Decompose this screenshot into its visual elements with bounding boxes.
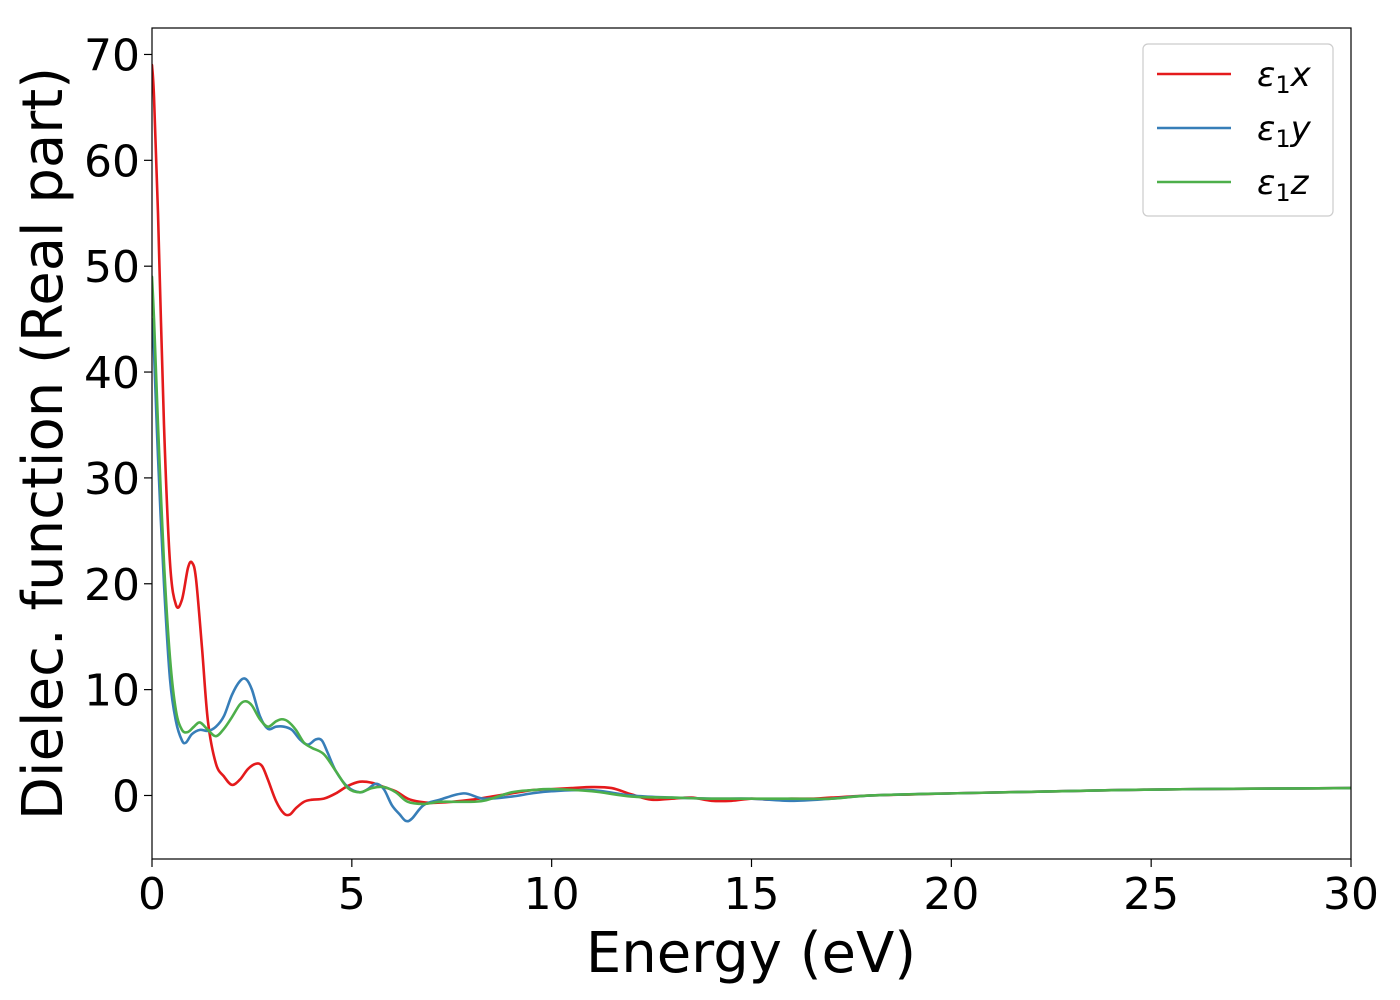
x-axis-label: Energy (eV) <box>586 921 916 986</box>
y-tick-label: 10 <box>84 666 140 717</box>
legend-label-y: ε1y <box>1257 109 1312 153</box>
series-line-z <box>152 275 1351 806</box>
legend-box <box>1142 43 1334 217</box>
y-tick-label: 60 <box>84 136 140 187</box>
x-tick-label: 0 <box>138 869 166 920</box>
y-tick-label: 40 <box>84 348 140 399</box>
x-axis-ticks: 0 5 10 15 20 25 30 <box>138 859 1379 920</box>
y-tick-label: 70 <box>84 30 140 81</box>
y-axis-ticks: 0 10 20 30 40 50 60 70 <box>84 30 152 822</box>
legend: ε1x ε1y ε1z <box>1142 43 1334 217</box>
x-tick-label: 5 <box>338 869 366 920</box>
y-tick-label: 50 <box>84 242 140 293</box>
x-tick-label: 25 <box>1123 869 1179 920</box>
x-tick-label: 30 <box>1323 869 1379 920</box>
y-axis-label: Dielec. function (Real part) <box>11 67 76 820</box>
series-layer <box>152 63 1351 823</box>
y-tick-label: 0 <box>112 771 140 822</box>
x-tick-label: 10 <box>524 869 580 920</box>
x-tick-label: 15 <box>724 869 780 920</box>
y-tick-label: 30 <box>84 454 140 505</box>
legend-label-x: ε1x <box>1257 55 1312 99</box>
x-tick-label: 20 <box>923 869 979 920</box>
legend-label-z: ε1z <box>1257 163 1310 207</box>
y-tick-label: 20 <box>84 560 140 611</box>
